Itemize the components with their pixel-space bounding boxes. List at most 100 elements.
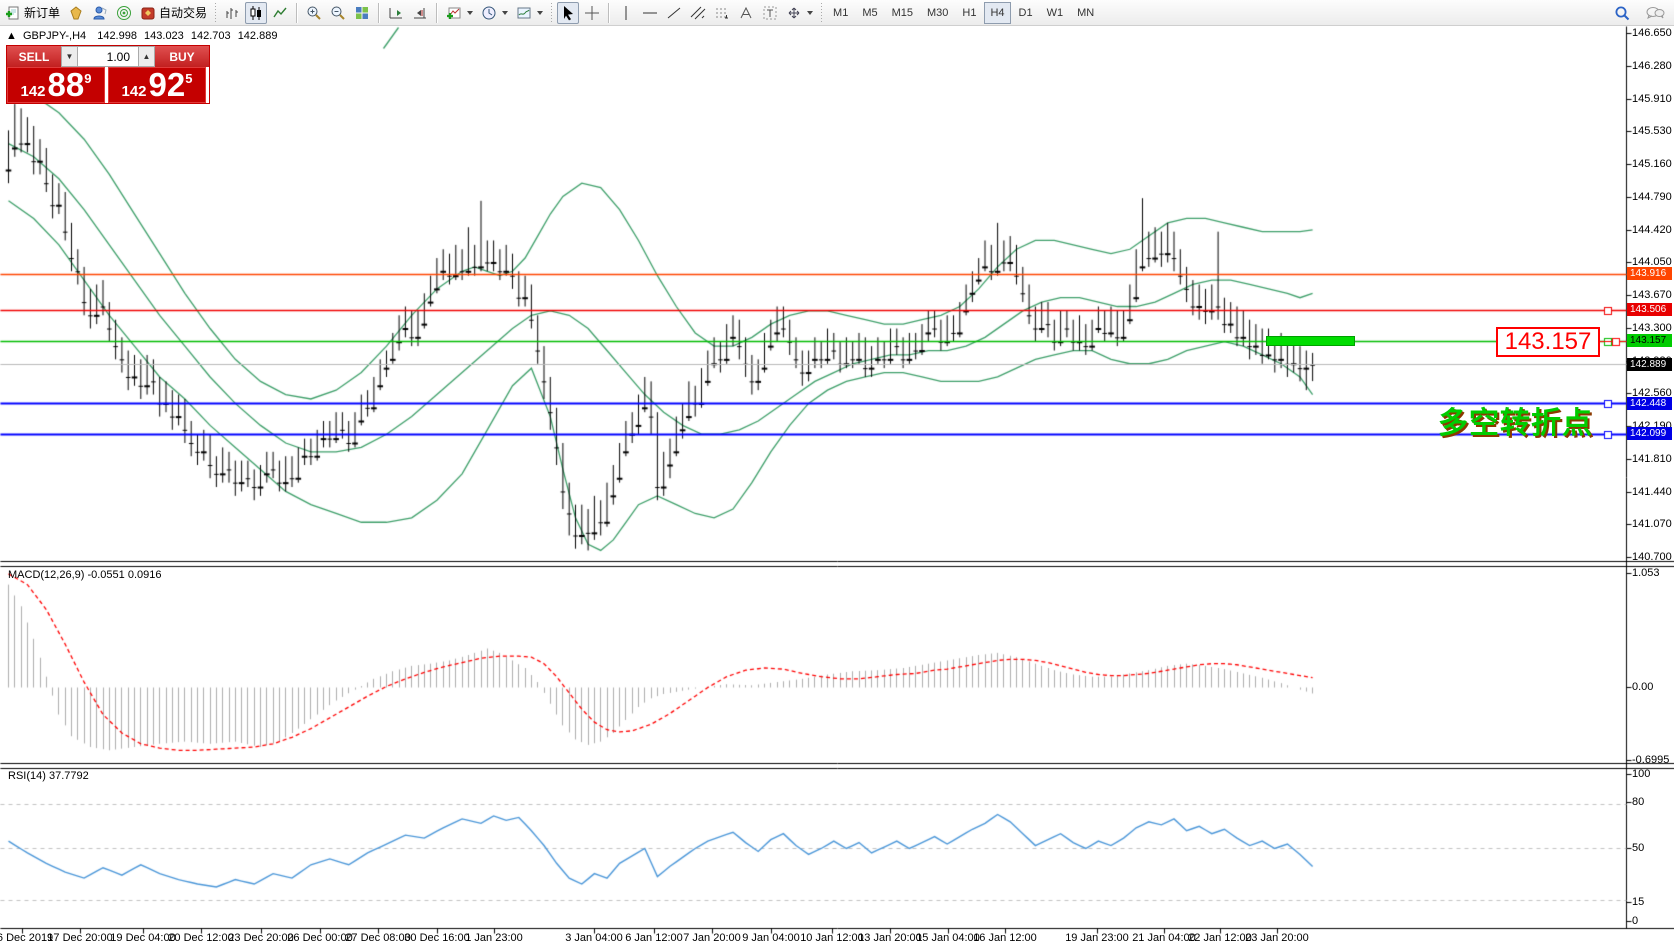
gold-seal-icon (68, 5, 84, 21)
autotrade-button[interactable]: 自动交易 (137, 2, 210, 24)
toolbar-separator (378, 2, 381, 23)
chart-shift-icon (388, 5, 404, 21)
buy-price-box[interactable]: 142 92 5 (108, 67, 206, 103)
templates-button[interactable] (513, 2, 546, 24)
text-label-tool[interactable] (759, 2, 781, 24)
signal-icon (116, 5, 132, 21)
search-button[interactable] (1611, 2, 1634, 24)
timeframe-D1[interactable]: D1 (1018, 6, 1033, 19)
crosshair-tool-button[interactable] (581, 2, 603, 24)
tile-windows-button[interactable] (351, 2, 373, 24)
price-line-badge: 142.448 (1627, 396, 1672, 410)
timeframe-bar: M1 M5 M15 M30 H1 H4 D1 W1 MN (827, 1, 1100, 24)
price-axis-label: 141.070 (1632, 518, 1672, 531)
price-axis-label: 142.560 (1632, 387, 1672, 400)
price-axis-label: 146.650 (1632, 27, 1672, 39)
community-button[interactable] (89, 2, 111, 24)
timeframe-M15[interactable]: M15 (891, 6, 913, 19)
sell-price-main: 88 (47, 66, 85, 103)
indicators-button[interactable] (443, 2, 476, 24)
timeframe-M30[interactable]: M30 (927, 6, 949, 19)
arrows-icon (786, 5, 802, 21)
time-axis-label: 10 Jan 12:00 (800, 932, 864, 944)
price-axis-label: 143.670 (1632, 289, 1672, 301)
price-axis-label: 144.050 (1632, 256, 1672, 269)
time-axis-label: 6 Jan 12:00 (625, 932, 683, 944)
clock-icon (481, 5, 497, 21)
volume-down-button[interactable]: ▼ (61, 46, 78, 67)
collapse-arrow-icon[interactable]: ▲ (6, 30, 17, 42)
time-axis-label: 16 Jan 12:00 (973, 932, 1037, 944)
timeframe-H4[interactable]: H4 (984, 1, 1011, 24)
signal-button[interactable] (113, 2, 135, 24)
time-axis-label: 22 Jan 12:00 (1188, 932, 1252, 944)
macd-axis-label: 0.00 (1632, 681, 1654, 693)
price-axis-label: 145.910 (1632, 92, 1672, 105)
price-callout-box[interactable]: 143.157 (1496, 327, 1600, 357)
annotation-text[interactable]: 多空转折点 (1438, 407, 1593, 440)
symbol-high: 143.023 (144, 30, 184, 42)
sell-price-prefix: 142 (20, 83, 46, 100)
zoom-out-icon (330, 5, 346, 21)
price-axis-label: 146.280 (1632, 59, 1672, 72)
favorites-button[interactable] (65, 2, 87, 24)
chart-shift-button[interactable] (385, 2, 407, 24)
rsi-axis-label: 80 (1632, 796, 1645, 808)
periods-button[interactable] (478, 2, 511, 24)
buy-price-prefix: 142 (121, 83, 147, 100)
new-order-button[interactable]: 新订单 (2, 2, 63, 24)
text-tool[interactable] (735, 2, 757, 24)
rsi-axis-label: 50 (1632, 842, 1645, 854)
volume-input[interactable]: 1.00 (78, 46, 138, 67)
rsi-axis-label: 15 (1632, 896, 1645, 908)
symbol-open: 142.998 (97, 30, 137, 42)
zoom-in-icon (306, 5, 322, 21)
toolbar: 新订单 自动交易 M1 M5 M15 M30 H1 H4 D1 W1 MN (0, 0, 1674, 26)
price-line-badge: 143.916 (1627, 267, 1672, 281)
time-axis-label: 17 Dec 20:00 (47, 932, 113, 944)
trendline-tool[interactable] (663, 2, 685, 24)
auto-scroll-icon (412, 5, 428, 21)
timeframe-W1[interactable]: W1 (1046, 6, 1064, 19)
timeframe-H1[interactable]: H1 (962, 6, 977, 19)
volume-up-button[interactable]: ▲ (138, 46, 155, 67)
fibonacci-tool[interactable] (711, 2, 733, 24)
template-icon (516, 5, 532, 21)
highlight-rectangle[interactable] (1266, 335, 1355, 346)
timeframe-MN[interactable]: MN (1077, 6, 1095, 19)
channel-tool[interactable] (687, 2, 709, 24)
zoom-in-button[interactable] (303, 2, 325, 24)
tile-windows-icon (354, 5, 370, 21)
time-axis-label: 7 Jan 20:00 (683, 932, 741, 944)
time-axis-label: 20 Dec 12:00 (168, 932, 234, 944)
buy-button[interactable]: BUY (155, 46, 209, 67)
time-axis-label: 26 Dec 00:00 (287, 932, 353, 944)
price-axis-label: 145.530 (1632, 125, 1672, 138)
horizontal-line-tool[interactable] (639, 2, 661, 24)
price-line-badge: 143.506 (1627, 303, 1672, 317)
cursor-tool-button[interactable] (557, 1, 580, 24)
sell-price-box[interactable]: 142 88 9 (7, 67, 105, 103)
auto-scroll-button[interactable] (409, 2, 431, 24)
timeframe-M1[interactable]: M1 (833, 6, 849, 19)
price-axis-label: 141.440 (1632, 485, 1672, 498)
dropdown-caret (807, 10, 814, 15)
time-axis-label: 16 Dec 2019 (0, 932, 54, 944)
sell-button[interactable]: SELL (7, 46, 61, 67)
symbol-close: 142.889 (237, 30, 278, 42)
timeframe-M5[interactable]: M5 (862, 6, 878, 19)
search-icon (1614, 5, 1631, 22)
bar-chart-button[interactable] (221, 2, 243, 24)
line-chart-button[interactable] (269, 2, 291, 24)
text-a-icon (738, 5, 754, 21)
vertical-line-tool[interactable] (615, 2, 637, 24)
chat-button[interactable] (1642, 2, 1668, 24)
autotrade-icon (140, 5, 156, 21)
price-axis-label: 145.160 (1632, 158, 1672, 170)
arrows-tool[interactable] (783, 2, 816, 24)
crosshair-icon (584, 5, 600, 21)
zoom-out-button[interactable] (327, 2, 349, 24)
sell-price-pip: 9 (84, 71, 92, 86)
candlestick-chart-button[interactable] (245, 1, 268, 24)
